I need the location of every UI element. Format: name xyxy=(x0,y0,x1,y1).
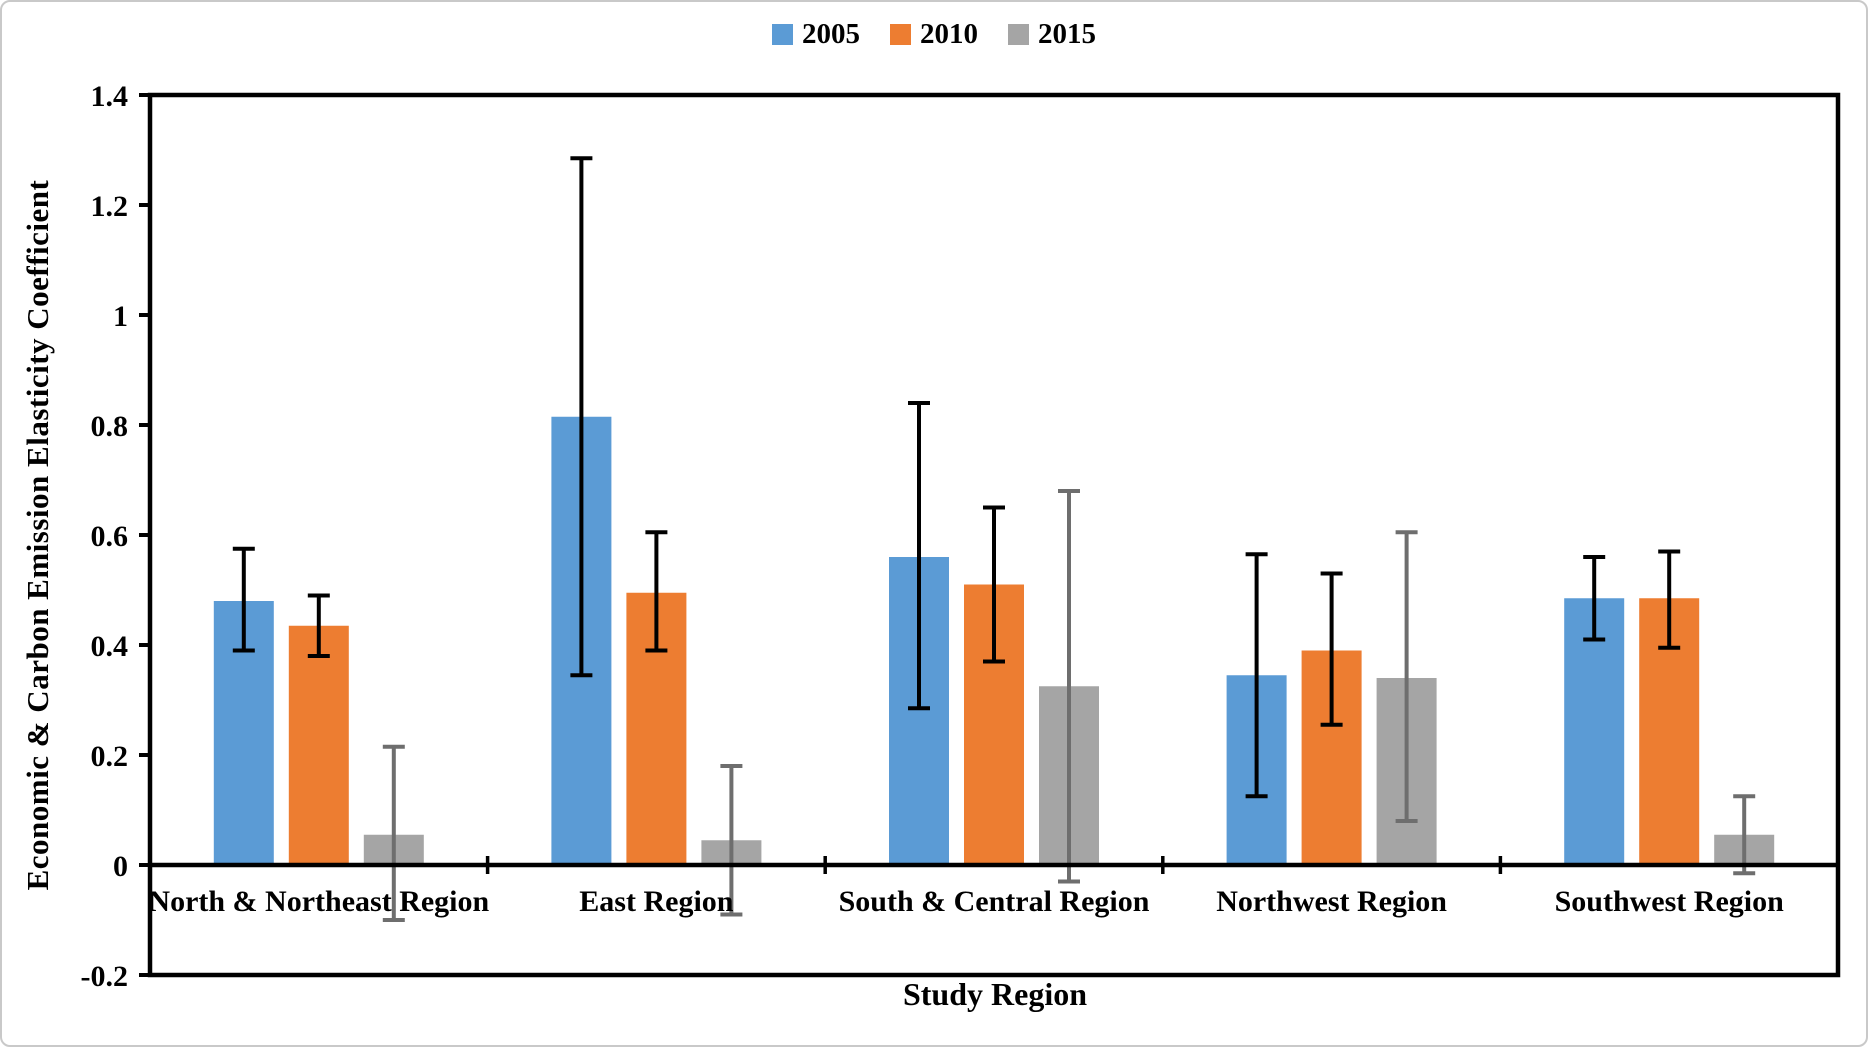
legend-swatch-2010 xyxy=(890,24,911,45)
x-category-label-0: North & Northeast Region xyxy=(148,885,489,918)
y-tick-label-0.2: 0.2 xyxy=(91,740,129,773)
y-tick-label-1.2: 1.2 xyxy=(91,190,129,223)
y-tick-label-0.6: 0.6 xyxy=(91,520,129,553)
x-category-label-4: Southwest Region xyxy=(1555,885,1785,918)
y-tick-label-0.4: 0.4 xyxy=(91,630,129,663)
legend-label-2005: 2005 xyxy=(802,18,860,50)
legend-swatch-2005 xyxy=(772,24,793,45)
y-tick-label-1.4: 1.4 xyxy=(91,80,129,113)
bar-2005-4 xyxy=(1564,598,1625,865)
legend-item-2015: 2015 xyxy=(1008,18,1096,51)
legend-item-2010: 2010 xyxy=(890,18,978,51)
y-tick-label--0.2: -0.2 xyxy=(81,960,129,993)
x-category-label-1: East Region xyxy=(579,885,733,918)
legend-label-2015: 2015 xyxy=(1038,18,1096,50)
legend-swatch-2015 xyxy=(1008,24,1029,45)
y-tick-label-0: 0 xyxy=(113,850,128,883)
legend: 2005 2010 2015 xyxy=(2,18,1866,51)
y-tick-label-1: 1 xyxy=(113,300,128,333)
legend-item-2005: 2005 xyxy=(772,18,860,51)
x-axis-title: Study Region xyxy=(902,976,1088,1012)
x-category-label-3: Northwest Region xyxy=(1216,885,1447,918)
x-category-label-2: South & Central Region xyxy=(839,885,1150,918)
legend-label-2010: 2010 xyxy=(920,18,978,50)
bar-2010-0 xyxy=(288,625,349,865)
y-tick-label-0.8: 0.8 xyxy=(91,410,129,443)
